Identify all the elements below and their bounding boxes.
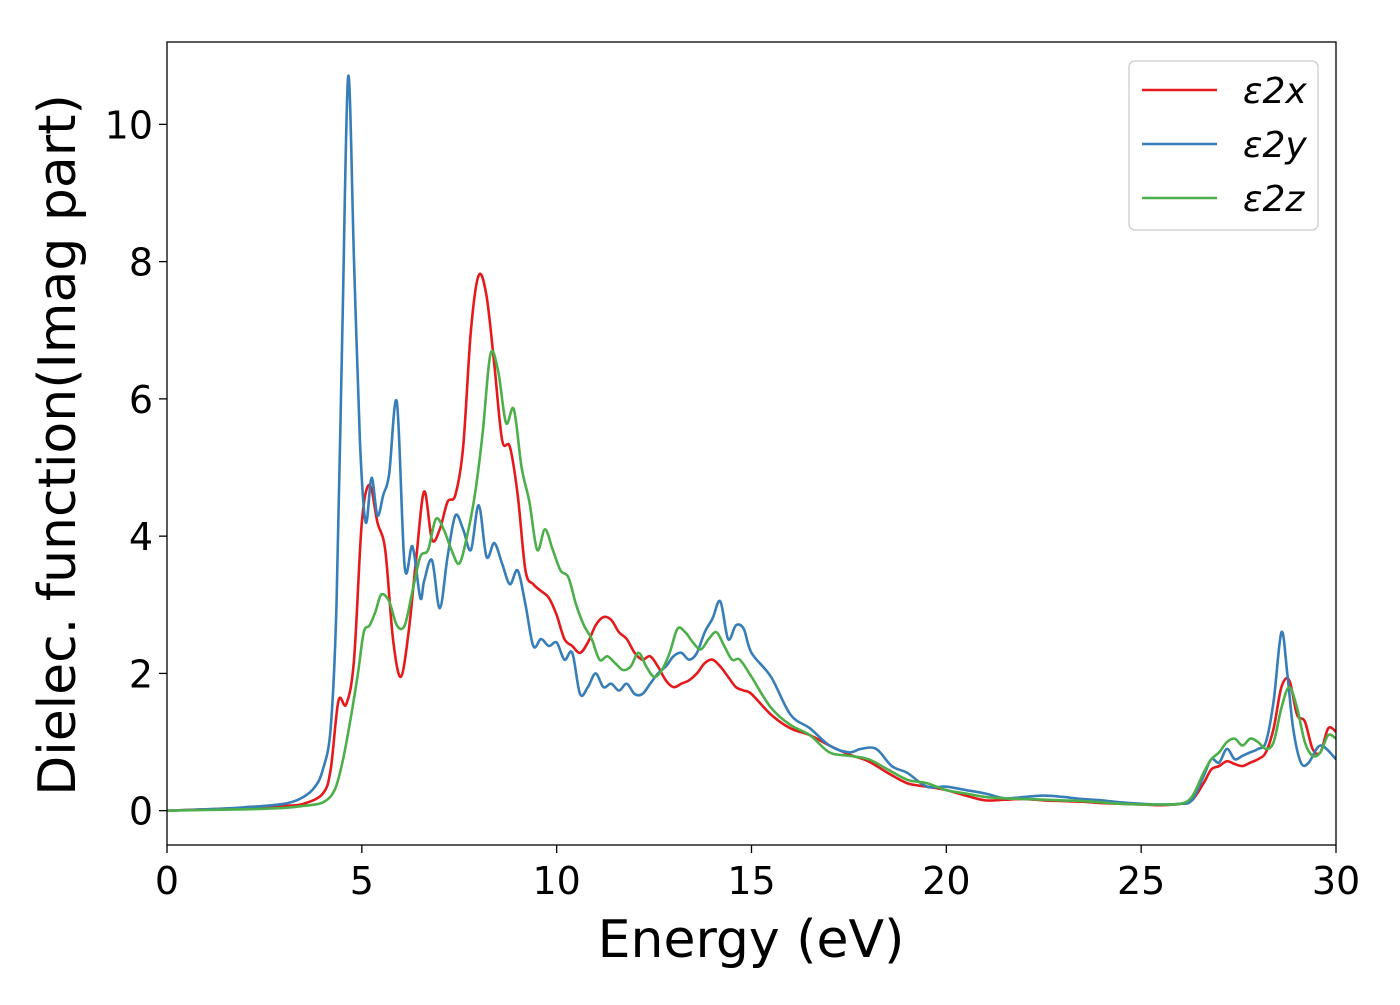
x-axis-title: Energy (eV) bbox=[598, 910, 905, 970]
series-line-3 bbox=[167, 349, 1336, 812]
y-tick-label: 2 bbox=[129, 652, 153, 696]
y-tick-label: 10 bbox=[105, 103, 153, 147]
x-tick-label: 15 bbox=[727, 859, 775, 903]
legend-label-2: ε2y bbox=[1243, 125, 1307, 166]
x-tick-label: 25 bbox=[1117, 859, 1165, 903]
legend-label-1: ε2x bbox=[1243, 71, 1307, 112]
y-tick-label: 4 bbox=[129, 515, 153, 559]
y-tick-label: 8 bbox=[129, 241, 153, 285]
series-layer bbox=[167, 74, 1336, 812]
axes-layer: 0 5 10 15 20 25 30 0 2 4 6 8 10 bbox=[105, 41, 1360, 903]
x-tick-label: 5 bbox=[350, 859, 374, 903]
y-tick-label: 0 bbox=[129, 790, 153, 834]
x-tick-label: 0 bbox=[155, 859, 179, 903]
series-line-1 bbox=[167, 272, 1336, 812]
x-tick-label: 30 bbox=[1312, 859, 1360, 903]
y-axis-title: Dielec. function(Imag part) bbox=[28, 94, 88, 796]
x-tick-label: 10 bbox=[532, 859, 580, 903]
legend: ε2x ε2y ε2z bbox=[1128, 60, 1319, 231]
y-tick-label: 6 bbox=[129, 378, 153, 422]
legend-box bbox=[1128, 60, 1319, 231]
legend-label-3: ε2z bbox=[1243, 179, 1305, 220]
x-tick-label: 20 bbox=[922, 859, 970, 903]
